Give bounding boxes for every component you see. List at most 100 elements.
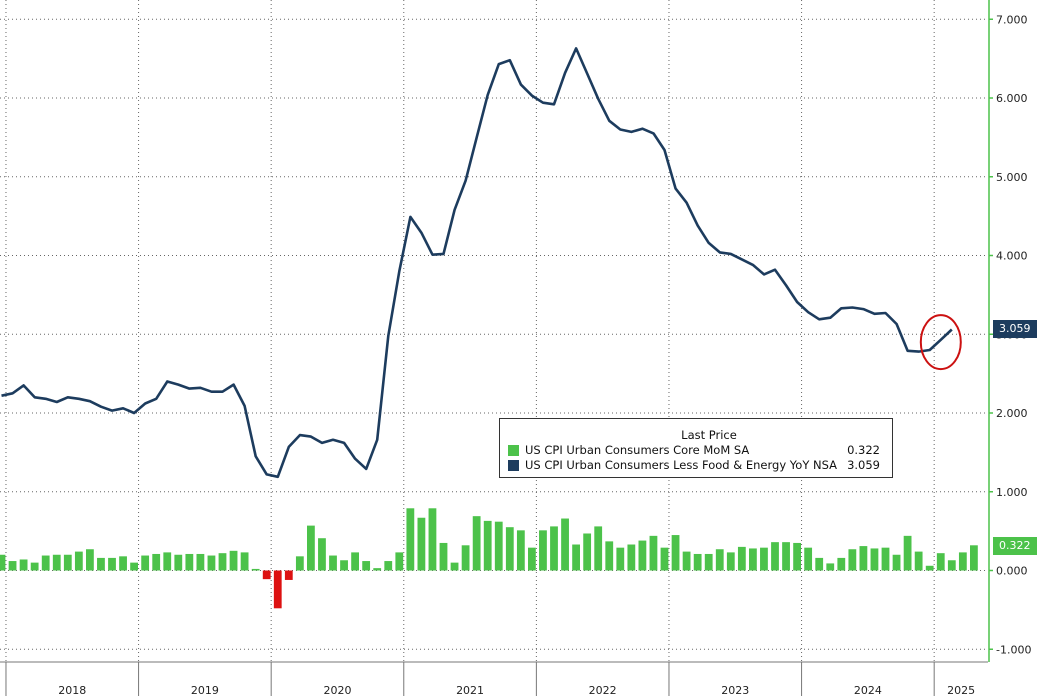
bar-core-mom — [174, 554, 183, 571]
x-year-label: 2024 — [854, 684, 882, 696]
bar-core-mom — [229, 550, 238, 571]
legend-value-core-yoy: 3.059 — [847, 458, 880, 472]
bar-core-mom — [638, 540, 647, 571]
x-year-label: 2020 — [323, 684, 351, 696]
mom-last-value-badge: 0.322 — [993, 537, 1037, 555]
bar-core-mom — [605, 541, 614, 571]
bar-core-mom — [550, 526, 558, 571]
bar-core-mom — [848, 549, 857, 571]
bar-core-mom — [417, 517, 426, 571]
bar-core-mom — [870, 548, 879, 571]
core-yoy-line — [1, 47, 953, 479]
legend-row-core-mom: US CPI Urban Consumers Core MoM SA 0.322 — [508, 443, 892, 458]
bar-core-mom — [450, 562, 459, 571]
bar-core-mom — [859, 546, 868, 571]
bar-core-mom — [693, 553, 702, 571]
bar-core-mom — [351, 552, 359, 571]
bar-core-mom — [8, 561, 17, 571]
bar-core-mom — [671, 535, 680, 571]
legend: Last Price US CPI Urban Consumers Core M… — [499, 418, 893, 478]
bar-core-mom — [406, 508, 415, 571]
x-year-label: 2025 — [947, 684, 975, 696]
legend-swatch-green — [508, 445, 519, 456]
y-tick-label: 4.000 — [996, 250, 1028, 263]
bar-core-mom — [837, 557, 846, 571]
bar-core-mom — [539, 530, 547, 571]
bar-core-mom — [329, 555, 337, 571]
y-tick-label: -1.000 — [996, 643, 1031, 656]
bar-core-mom — [373, 568, 382, 571]
bar-core-mom — [52, 554, 61, 571]
bar-core-mom — [119, 556, 127, 571]
bar-core-mom — [715, 549, 724, 571]
bar-core-mom — [152, 553, 161, 571]
bar-core-mom — [63, 554, 72, 571]
legend-row-core-yoy: US CPI Urban Consumers Less Food & Energ… — [508, 458, 892, 473]
legend-title: Last Price — [681, 428, 737, 442]
y-tick-label: 0.000 — [996, 565, 1028, 578]
bar-core-mom — [262, 570, 271, 580]
bar-core-mom — [682, 551, 691, 571]
bar-core-mom — [958, 552, 967, 571]
bar-core-mom — [428, 508, 437, 571]
bar-core-mom — [616, 547, 625, 571]
bar-core-mom — [649, 535, 658, 571]
bar-core-mom — [516, 530, 525, 571]
legend-label-core-yoy: US CPI Urban Consumers Less Food & Energ… — [525, 458, 837, 472]
bar-core-mom — [240, 552, 249, 571]
bar-core-mom — [318, 538, 326, 571]
bar-core-mom — [395, 552, 404, 571]
bar-core-mom — [505, 527, 514, 571]
bar-core-mom — [528, 547, 536, 571]
y-tick-label: 7.000 — [996, 13, 1028, 26]
bar-core-mom — [660, 547, 669, 571]
bar-core-mom — [572, 544, 580, 571]
bar-core-mom — [627, 544, 636, 571]
bar-core-mom — [141, 555, 150, 571]
bar-core-mom — [340, 560, 348, 571]
y-tick-label: 5.000 — [996, 171, 1028, 184]
highlight-circle — [919, 314, 962, 371]
x-year-label: 2018 — [58, 684, 86, 696]
legend-swatch-navy — [508, 460, 519, 471]
bar-core-mom — [439, 542, 448, 571]
bar-core-mom — [86, 549, 94, 571]
bar-core-mom — [704, 553, 713, 571]
bar-core-mom — [108, 557, 116, 571]
bar-core-mom — [726, 552, 735, 571]
y-tick-label: 1.000 — [996, 486, 1028, 499]
bar-core-mom — [970, 545, 978, 571]
bar-core-mom — [0, 554, 6, 571]
bar-core-mom — [97, 557, 105, 571]
bar-core-mom — [947, 560, 956, 571]
y-tick-label: 2.000 — [996, 407, 1028, 420]
bar-core-mom — [925, 565, 934, 571]
bar-core-mom — [804, 547, 813, 571]
bar-core-mom — [163, 552, 172, 571]
bar-core-mom — [273, 570, 282, 609]
bar-core-mom — [307, 525, 315, 571]
legend-label-core-mom: US CPI Urban Consumers Core MoM SA — [525, 443, 750, 457]
bar-core-mom — [936, 553, 945, 571]
bar-core-mom — [793, 542, 801, 571]
bar-core-mom — [295, 556, 304, 571]
bar-core-mom — [594, 526, 603, 571]
bar-core-mom — [472, 516, 481, 571]
x-year-label: 2023 — [721, 684, 749, 696]
bar-core-mom — [782, 542, 790, 571]
bar-core-mom — [196, 553, 205, 571]
bar-core-mom — [384, 561, 393, 571]
bar-core-mom — [561, 518, 569, 571]
bar-core-mom — [207, 555, 216, 571]
bar-series — [0, 508, 978, 609]
bar-core-mom — [19, 559, 28, 571]
bar-core-mom — [903, 535, 912, 571]
bar-core-mom — [284, 570, 293, 580]
x-year-label: 2021 — [456, 684, 484, 696]
bar-core-mom — [494, 521, 503, 571]
bar-core-mom — [461, 545, 470, 571]
bar-core-mom — [892, 554, 901, 571]
bar-core-mom — [251, 568, 260, 571]
bar-core-mom — [583, 533, 592, 571]
